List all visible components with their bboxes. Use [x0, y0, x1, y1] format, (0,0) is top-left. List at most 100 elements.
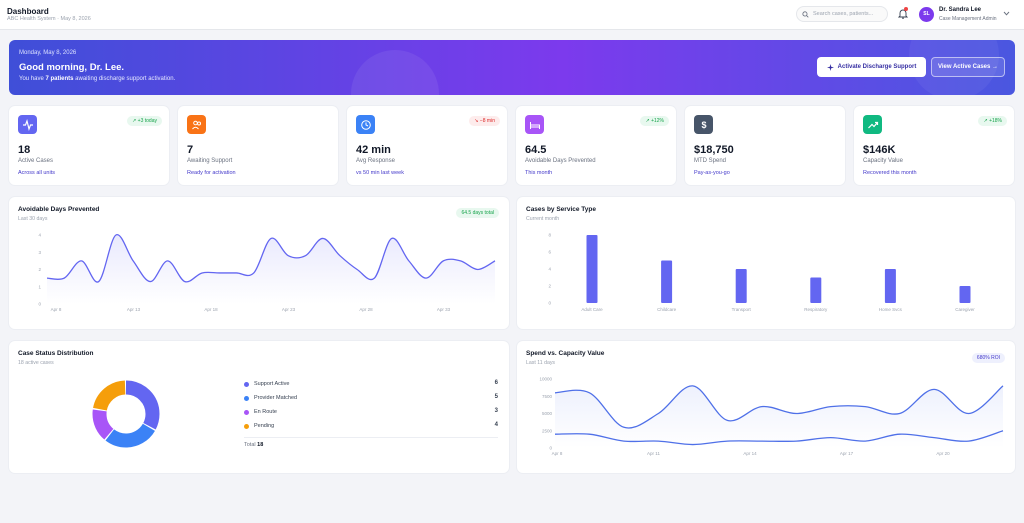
y-tick-label: 4: [38, 233, 41, 238]
y-tick-label: 1: [38, 284, 41, 289]
bar[interactable]: [586, 235, 598, 303]
legend-swatch: [244, 396, 249, 401]
x-tick-label: Apr 28: [359, 307, 373, 312]
bar[interactable]: [810, 277, 822, 304]
line-series: [554, 430, 1004, 446]
panel-subtitle: Last 30 days: [18, 216, 48, 222]
stat-label: Active Cases: [18, 158, 54, 164]
stat-value: 18: [18, 144, 31, 156]
stat-link[interactable]: This month: [525, 170, 553, 176]
y-tick-label: 2500: [542, 428, 553, 433]
legend-value: 4: [494, 422, 498, 428]
panel-title: Avoidable Days Prevented: [18, 206, 100, 213]
legend-swatch: [244, 410, 249, 415]
spend-capacity-chart: 0 2500 5000 7500 10000 Apr 8 Apr 11 Apr 14 Apr 1…: [539, 377, 1004, 456]
stat-link[interactable]: Pay-as-you-go: [694, 170, 730, 176]
x-tick-label: Apr 33: [437, 307, 451, 312]
stat-link[interactable]: Across all units: [18, 170, 55, 176]
x-tick-label: Respiratory: [804, 307, 828, 312]
trend-badge: ↗ +18%: [978, 116, 1007, 126]
x-tick-label: Apr 14: [743, 451, 757, 456]
x-tick-label: Home Svcs: [879, 307, 903, 312]
users-icon: [187, 115, 206, 134]
stat-link[interactable]: Ready for activation: [187, 170, 236, 176]
bed-icon: [525, 115, 544, 134]
user-role: Case Management Admin: [939, 16, 997, 22]
top-bar: Dashboard ABC Health System · May 8, 202…: [0, 0, 1024, 30]
case-status-donut: [92, 380, 160, 448]
search-input[interactable]: Search cases, patients...: [796, 6, 888, 22]
y-tick-label: 2: [38, 267, 41, 272]
search-placeholder: Search cases, patients...: [813, 11, 874, 17]
x-tick-label: Apr 8: [51, 307, 62, 312]
panel-title: Spend vs. Capacity Value: [526, 350, 605, 357]
stat-value: 42 min: [356, 144, 391, 156]
line-series: [46, 234, 496, 283]
avoidable-days-panel: Avoidable Days Prevented Last 30 days 64…: [9, 197, 509, 329]
notification-dot: [904, 7, 908, 11]
stat-card[interactable]: ↘ −8 min 42 min Avg Response vs 50 min last…: [347, 106, 507, 185]
stat-value: 64.5: [525, 144, 547, 156]
activate-discharge-support-button[interactable]: Activate Discharge Support: [817, 57, 926, 77]
trend-badge: ↘ −8 min: [469, 116, 500, 126]
roi-badge: 680% ROI: [971, 353, 1005, 363]
stat-card[interactable]: 7 Awaiting Support Ready for activation: [178, 106, 338, 185]
y-tick-label: 3: [38, 250, 41, 255]
stat-value: 7: [187, 144, 194, 156]
x-tick-label: Adult Care: [581, 307, 603, 312]
avatar[interactable]: SL: [919, 7, 934, 22]
activity-icon: [18, 115, 37, 134]
stat-card[interactable]: $ $18,750 MTD Spend Pay-as-you-go: [685, 106, 845, 185]
stat-link[interactable]: vs 50 min last week: [356, 170, 404, 176]
welcome-banner: Monday, May 8, 2026 Good morning, Dr. Le…: [9, 40, 1015, 95]
x-tick-label: Apr 23: [282, 307, 296, 312]
donut-slice[interactable]: [92, 380, 160, 448]
avoidable-days-chart: 0 1 2 3 4 Apr 8 Apr 13 Apr 18 Apr 23 Apr 28 Apr 33: [38, 233, 496, 312]
x-tick-label: Apr 18: [204, 307, 218, 312]
sparkle-icon: [826, 63, 834, 71]
stat-link[interactable]: Recovered this month: [863, 170, 917, 176]
panel-title: Cases by Service Type: [526, 206, 596, 213]
stat-card[interactable]: ↗ +3 today 18 Active Cases Across all units: [9, 106, 169, 185]
y-tick-label: 7500: [542, 394, 553, 399]
bar[interactable]: [735, 269, 747, 303]
line-area: [555, 385, 1003, 448]
case-status-panel: Case Status Distribution 18 active cases: [9, 341, 509, 473]
legend-item: Support Active 6: [244, 380, 498, 390]
donut-slice[interactable]: [92, 380, 160, 448]
legend-value: 5: [494, 394, 498, 400]
legend-label: Pending: [254, 423, 275, 429]
bar[interactable]: [661, 260, 673, 304]
search-icon: [802, 11, 809, 18]
stat-label: MTD Spend: [694, 158, 727, 164]
trend-badge: ↗ +12%: [640, 116, 669, 126]
donut-slice[interactable]: [92, 380, 160, 448]
y-tick-label: 4: [548, 267, 551, 272]
chevron-down-icon[interactable]: [1003, 11, 1010, 16]
user-name: Dr. Sandra Lee: [939, 7, 982, 13]
x-tick-label: Apr 13: [127, 307, 141, 312]
view-active-cases-button[interactable]: View Active Cases →: [931, 57, 1005, 77]
legend-label: En Route: [254, 409, 277, 415]
stat-card[interactable]: ↗ +18% $146K Capacity Value Recovered this …: [854, 106, 1014, 185]
y-tick-label: 10000: [539, 377, 552, 382]
total-days-badge: 64.5 days total: [456, 208, 499, 218]
stat-label: Avoidable Days Prevented: [525, 158, 596, 164]
legend-item: Pending 4: [244, 422, 498, 432]
stat-card[interactable]: ↗ +12% 64.5 Avoidable Days Prevented This m…: [516, 106, 676, 185]
clock-icon: [356, 115, 375, 134]
x-tick-label: Caregiver: [955, 307, 975, 312]
legend-value: 3: [494, 408, 498, 414]
legend-item: En Route 3: [244, 408, 498, 418]
spend-capacity-panel: Spend vs. Capacity Value Last 11 days 68…: [517, 341, 1015, 473]
panel-subtitle: Current month: [526, 216, 560, 222]
x-tick-label: Childcare: [657, 307, 677, 312]
dollar-icon: $: [694, 115, 713, 134]
y-tick-label: 0: [548, 301, 551, 306]
bar[interactable]: [884, 269, 896, 303]
line-series: [554, 385, 1004, 429]
stat-label: Awaiting Support: [187, 158, 233, 164]
panel-title: Case Status Distribution: [18, 350, 94, 357]
x-tick-label: Apr 8: [552, 451, 563, 456]
bar[interactable]: [959, 286, 971, 303]
